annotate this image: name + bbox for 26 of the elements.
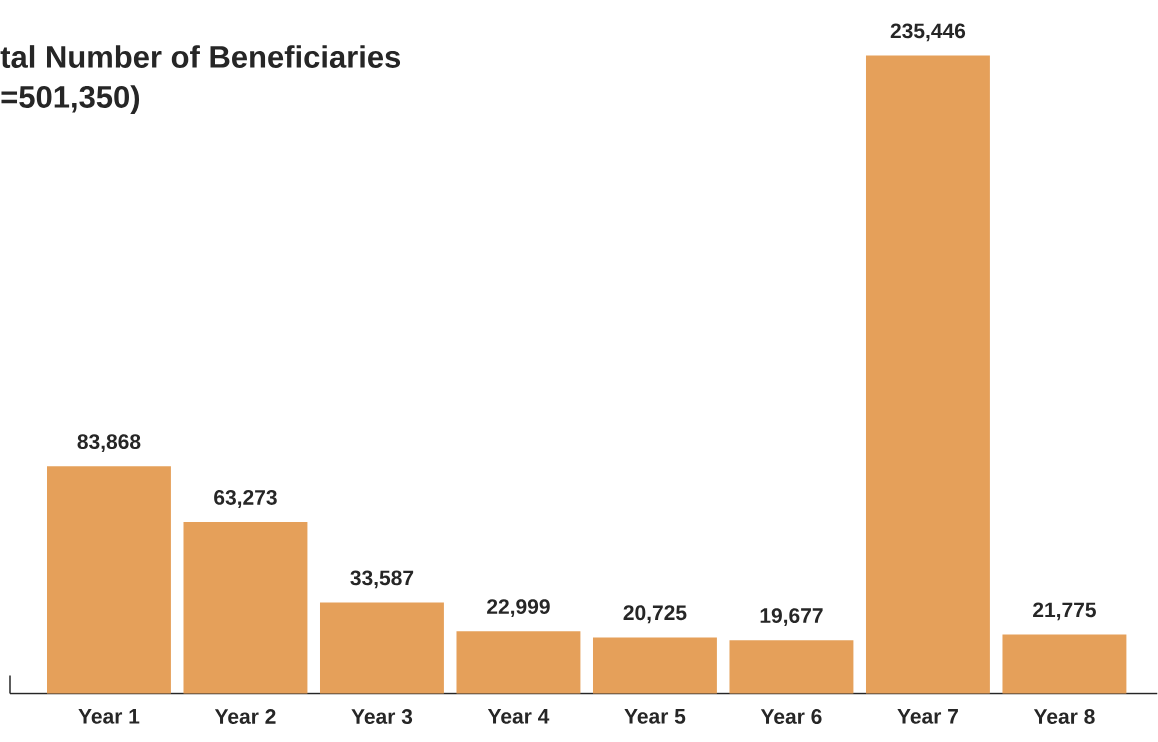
x-tick-label: Year 3	[351, 709, 413, 725]
data-label: 22,999	[487, 599, 550, 618]
data-label: 63,273	[214, 490, 277, 509]
bar	[183, 522, 308, 694]
x-tick-label: Year 1	[78, 709, 140, 724]
data-label: 235,446	[890, 23, 966, 42]
bar	[456, 631, 581, 694]
bar	[1002, 634, 1127, 694]
text: =501,350)	[1, 85, 140, 115]
data-label: 20,725	[623, 605, 687, 624]
bar	[729, 640, 854, 694]
x-tick-label: Year 7	[897, 709, 958, 724]
x-tick-label: Year 2	[214, 709, 276, 725]
x-tick-label: Year 4	[487, 709, 550, 724]
x-tick-label: Year 6	[760, 709, 822, 725]
bar	[319, 602, 444, 694]
x-tick-label: Year 5	[624, 709, 686, 724]
chart-title: tal Number of Beneficiaries	[0, 45, 401, 69]
bar	[47, 466, 171, 694]
data-label: 19,677	[760, 608, 823, 627]
data-label: 21,775	[1033, 602, 1096, 621]
data-label: 33,587	[350, 570, 414, 589]
x-tick-label: Year 8	[1033, 709, 1095, 725]
data-label: 83,868	[77, 434, 141, 453]
bar	[592, 637, 717, 694]
bar	[865, 55, 990, 694]
